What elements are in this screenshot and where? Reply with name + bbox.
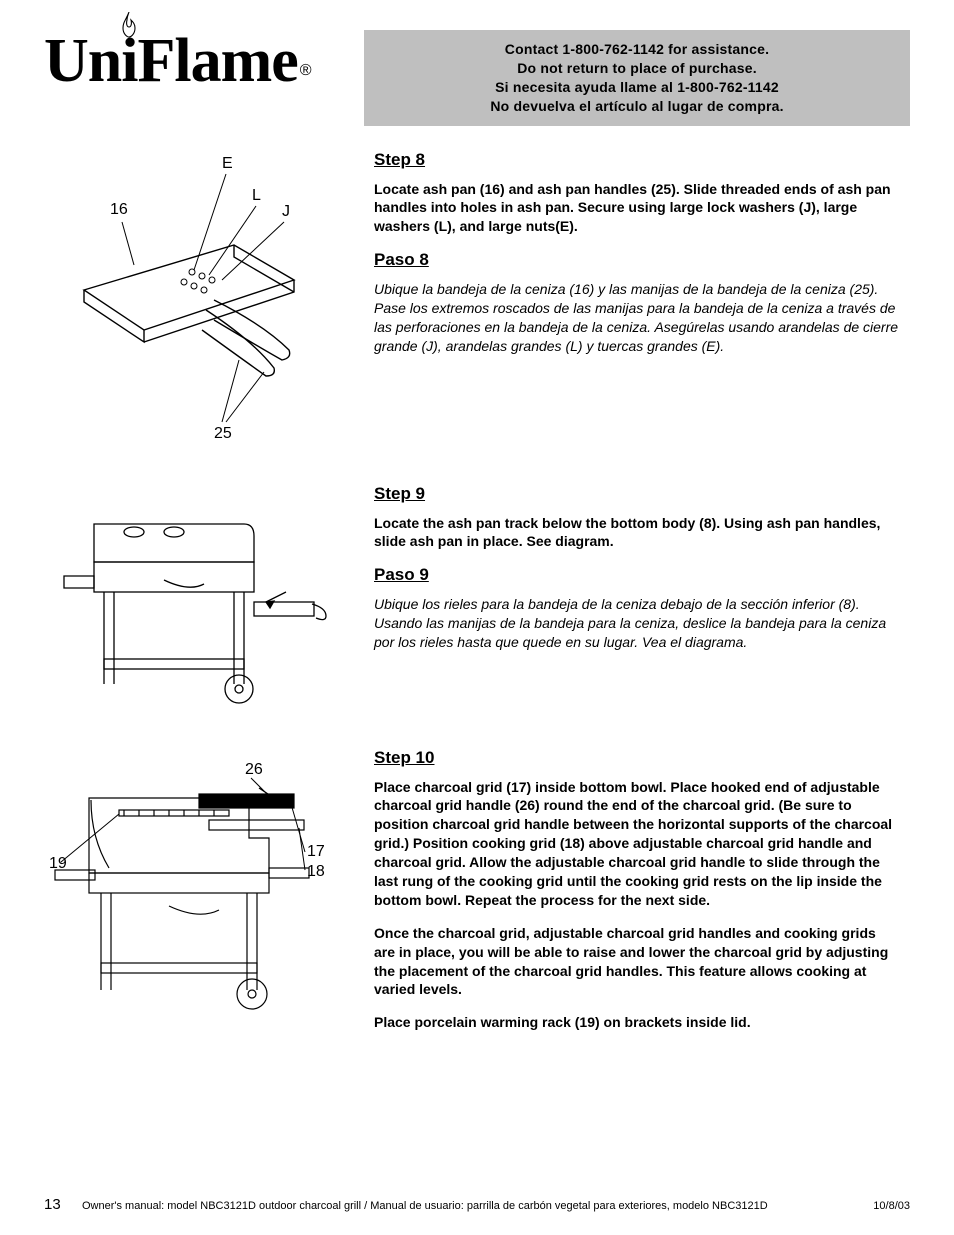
paso-8-body-es: Ubique la bandeja de la ceniza (16) y la… xyxy=(374,280,900,356)
label-18: 18 xyxy=(307,863,325,880)
label-L: L xyxy=(252,187,261,204)
label-25: 25 xyxy=(214,425,232,442)
step-10-body-p1: Place charcoal grid (17) inside bottom b… xyxy=(374,778,900,910)
step-10-body-p2: Once the charcoal grid, adjustable charc… xyxy=(374,924,900,1000)
step-8-diagram: E L J 16 xyxy=(44,150,344,450)
contact-banner: Contact 1-800-762-1142 for assistance. D… xyxy=(364,30,910,126)
step-10-body-p3: Place porcelain warming rack (19) on bra… xyxy=(374,1013,900,1032)
step-9-body-en: Locate the ash pan track below the botto… xyxy=(374,514,900,552)
banner-line: No devuelva el artículo al lugar de comp… xyxy=(376,97,898,116)
registered-mark: ® xyxy=(300,62,312,79)
step-10-row: 26 17 18 19 Step 10 Place charcoal grid … xyxy=(44,748,910,1047)
step-9-text: Step 9 Locate the ash pan track below th… xyxy=(374,484,910,666)
step-10-text: Step 10 Place charcoal grid (17) inside … xyxy=(374,748,910,1047)
flame-icon xyxy=(120,12,138,38)
step-8-body-en: Locate ash pan (16) and ash pan handles … xyxy=(374,180,900,237)
header: Uni Flame ® Contact 1-800-762-1142 for a… xyxy=(44,30,910,126)
page-number: 13 xyxy=(44,1196,68,1213)
logo: Uni Flame ® xyxy=(44,30,344,92)
label-16: 16 xyxy=(110,201,128,218)
step-10-title: Step 10 xyxy=(374,748,900,768)
paso-8-title: Paso 8 xyxy=(374,250,900,270)
manual-page: Uni Flame ® Contact 1-800-762-1142 for a… xyxy=(0,0,954,1235)
label-26: 26 xyxy=(245,761,263,778)
step-8-row: E L J 16 xyxy=(44,150,910,450)
step-9-title: Step 9 xyxy=(374,484,900,504)
label-E: E xyxy=(222,155,233,172)
banner-line: Do not return to place of purchase. xyxy=(376,59,898,78)
logo-text: Uni Flame xyxy=(44,30,298,92)
step-8-title: Step 8 xyxy=(374,150,900,170)
footer-date: 10/8/03 xyxy=(873,1200,910,1212)
ash-pan-diagram: E L J 16 xyxy=(64,150,324,450)
grill-diagram-9 xyxy=(54,484,334,714)
step-9-row: Step 9 Locate the ash pan track below th… xyxy=(44,484,910,714)
grill-diagram-10: 26 17 18 19 xyxy=(49,748,339,1018)
footer-text: Owner's manual: model NBC3121D outdoor c… xyxy=(82,1200,859,1212)
step-10-diagram: 26 17 18 19 xyxy=(44,748,344,1018)
footer: 13 Owner's manual: model NBC3121D outdoo… xyxy=(44,1196,910,1213)
label-19: 19 xyxy=(49,855,67,872)
banner-line: Contact 1-800-762-1142 for assistance. xyxy=(376,40,898,59)
step-8-text: Step 8 Locate ash pan (16) and ash pan h… xyxy=(374,150,910,370)
paso-9-title: Paso 9 xyxy=(374,565,900,585)
label-17: 17 xyxy=(307,843,325,860)
paso-9-body-es: Ubique los rieles para la bandeja de la … xyxy=(374,595,900,652)
label-J: J xyxy=(282,203,290,220)
banner-line: Si necesita ayuda llame al 1-800-762-114… xyxy=(376,78,898,97)
step-9-diagram xyxy=(44,484,344,714)
content: E L J 16 xyxy=(44,150,910,1047)
